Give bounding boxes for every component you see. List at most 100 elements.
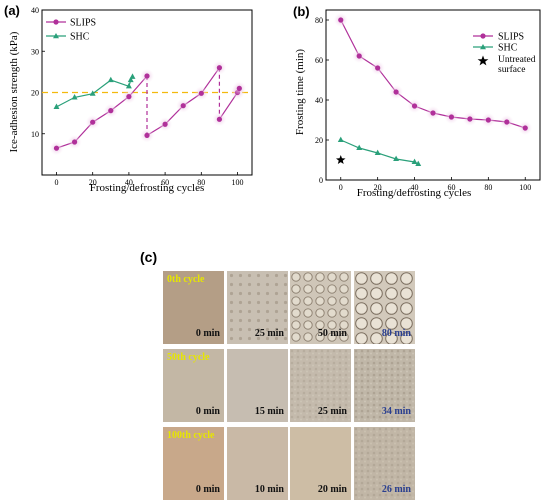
point-slips-a <box>216 65 223 71</box>
point-shc-b <box>415 160 422 167</box>
point-shc-b <box>337 136 344 143</box>
legend-label-shc-a: SHC <box>70 32 90 43</box>
time-label: 34 min <box>381 406 411 417</box>
point-slips-b <box>375 65 381 71</box>
x-tick-label-b: 80 <box>484 183 492 192</box>
micrograph-grid: 0th cycle 0 min 25 min 50 min 80 min 50t… <box>163 271 415 500</box>
panel-label-b: (b) <box>293 4 310 19</box>
y-tick-label-b: 60 <box>315 56 323 65</box>
x-tick-label-b: 20 <box>374 183 382 192</box>
time-label: 25 min <box>254 328 284 339</box>
x-tick-label-b: 0 <box>339 183 343 192</box>
micrograph-tile: 34 min <box>354 349 415 422</box>
time-label: 0 min <box>195 484 220 495</box>
legend-marker-untreated-b <box>477 55 489 66</box>
point-slips-a <box>144 132 150 138</box>
legend-a: SLIPS SHC <box>46 18 96 43</box>
y-axis-title-b: Frosting time (min) <box>294 49 306 136</box>
x-tick-label-a: 60 <box>161 178 169 187</box>
point-slips-a <box>198 90 204 96</box>
point-slips-b <box>467 116 473 122</box>
point-slips-a <box>236 85 242 91</box>
point-slips-a <box>126 94 132 100</box>
x-tick-label-a: 80 <box>197 178 205 187</box>
legend-marker-shc-a <box>53 33 59 39</box>
point-slips-b <box>338 17 344 23</box>
y-tick-label-b: 0 <box>319 176 323 185</box>
micrograph-tile: 26 min <box>354 427 415 500</box>
point-slips-b <box>522 125 528 131</box>
time-label: 0 min <box>195 406 220 417</box>
point-shc-a <box>71 94 78 100</box>
micrograph-tile: 50 min <box>290 271 351 344</box>
x-tick-label-a: 40 <box>125 178 133 187</box>
x-tick-label-a: 20 <box>89 178 97 187</box>
point-shc-a <box>129 73 136 79</box>
panel-label-c: (c) <box>140 249 157 265</box>
x-tick-label-b: 40 <box>411 183 419 192</box>
y-tick-label-a: 20 <box>31 89 39 98</box>
chart-b: (b) 0 20 40 60 80 100 0 20 40 60 80 Frosting/defro… <box>293 4 541 199</box>
series-line-shc-b <box>340 139 419 165</box>
point-slips-a <box>216 116 223 122</box>
micrograph-tile: 25 min <box>290 349 351 422</box>
point-shc-a <box>89 90 96 96</box>
point-shc-a <box>127 76 134 83</box>
point-slips-b <box>411 103 418 109</box>
time-label: 26 min <box>381 484 411 495</box>
legend-label-shc-b: SHC <box>498 43 518 54</box>
x-axis-title-b: Frosting/defrosting cycles <box>357 187 472 199</box>
legend-b: SLIPS SHC Untreated surface <box>473 32 536 75</box>
point-slips-b <box>504 119 510 125</box>
cycle-label-50th: 50th cycle <box>167 352 210 363</box>
point-slips-a <box>144 73 150 79</box>
y-tick-label-a: 40 <box>31 6 39 15</box>
y-tick-label-b: 80 <box>315 16 323 25</box>
micrograph-tile: 0th cycle 0 min <box>163 271 224 344</box>
micrograph-tile: 20 min <box>290 427 351 500</box>
point-slips-b <box>448 114 455 120</box>
point-shc-a <box>125 82 132 89</box>
time-label: 15 min <box>254 406 284 417</box>
y-tick-label-a: 10 <box>31 130 39 139</box>
legend-label-untreated-line1: Untreated <box>498 55 536 65</box>
point-untreated-surface-b <box>336 155 346 165</box>
y-tick-label-b: 20 <box>315 136 323 145</box>
cycle-label-100th: 100th cycle <box>167 430 215 441</box>
time-label: 50 min <box>317 328 347 339</box>
x-tick-label-b: 60 <box>447 183 455 192</box>
time-label: 20 min <box>317 484 347 495</box>
time-label: 80 min <box>381 328 411 339</box>
point-slips-a <box>162 121 168 127</box>
y-tick-label-a: 30 <box>31 47 39 56</box>
time-label: 10 min <box>254 484 284 495</box>
point-slips-a <box>71 139 78 145</box>
micrograph-tile: 10 min <box>227 427 288 500</box>
legend-label-untreated-line2: surface <box>498 64 525 75</box>
point-slips-a <box>53 145 60 151</box>
legend-marker-shc-b <box>480 44 486 50</box>
micrograph-tile: 25 min <box>227 271 288 344</box>
y-axis-title-a: Ice-adhesion strength (kPa) <box>8 31 20 152</box>
time-label: 25 min <box>317 406 347 417</box>
point-slips-b <box>430 110 436 116</box>
point-slips-b <box>393 89 399 95</box>
x-tick-label-a: 0 <box>54 178 58 187</box>
point-slips-b <box>356 53 362 59</box>
cycle-label-0th: 0th cycle <box>167 274 205 285</box>
point-shc-a <box>107 76 114 83</box>
axes-frame-b <box>325 9 541 181</box>
point-slips-b <box>485 117 491 123</box>
point-shc-b <box>374 149 381 156</box>
point-slips-a <box>108 108 114 114</box>
point-slips-a <box>180 103 186 109</box>
legend-marker-slips-b <box>480 33 486 39</box>
point-shc-b <box>393 155 400 162</box>
micrograph-tile: 100th cycle 0 min <box>163 427 224 500</box>
y-tick-label-b: 40 <box>315 96 323 105</box>
x-axis-title-a: Frosting/defrosting cycles <box>90 182 205 194</box>
panel-label-a: (a) <box>4 3 20 18</box>
point-shc-b <box>356 144 363 151</box>
chart-a: (a) 0 20 40 60 80 100 10 20 30 40 Frosting/defros… <box>4 3 253 194</box>
